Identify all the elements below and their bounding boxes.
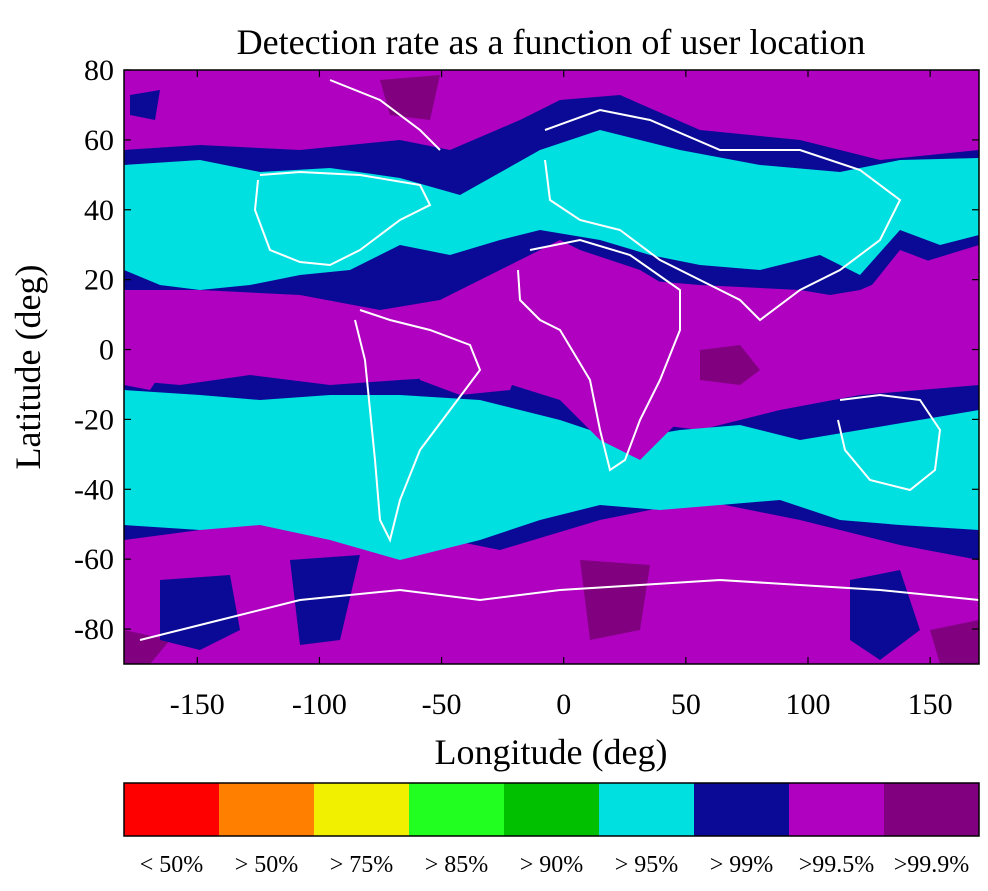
coastlines	[139, 79, 979, 641]
contour-purple-5	[124, 630, 170, 664]
contour-navy-polar-4	[130, 90, 160, 120]
colorbar-label: > 85%	[425, 852, 489, 878]
colorbar-label: > 99%	[710, 852, 774, 878]
y-tick-label: -60	[74, 543, 114, 576]
contour-magenta-pacific-west	[124, 300, 190, 390]
colorbar-swatch	[409, 783, 504, 836]
y-tick-label: -80	[74, 613, 114, 646]
y-tick-label: 40	[84, 194, 114, 227]
contour-magenta-asia	[800, 245, 979, 380]
contour-map	[124, 70, 979, 664]
x-tick-label: 150	[908, 688, 953, 721]
contour-navy-polar-1	[160, 575, 240, 650]
chart-title: Detection rate as a function of user loc…	[237, 22, 866, 62]
y-tick-label: -40	[74, 473, 114, 506]
contour-cyan-south	[124, 390, 979, 560]
colorbar-swatch	[599, 783, 694, 836]
contour-purple-4	[380, 75, 440, 120]
x-tick-label: 100	[786, 688, 831, 721]
x-tick-label: -100	[292, 688, 347, 721]
colorbar-swatch	[789, 783, 884, 836]
contour-magenta-arctic	[124, 70, 979, 140]
contour-purple-2	[580, 560, 650, 640]
colorbar-swatch	[694, 783, 789, 836]
colorbar-label: > 75%	[330, 852, 394, 878]
colorbar-swatch	[314, 783, 409, 836]
y-axis-label: Latitude (deg)	[8, 265, 48, 470]
colorbar-label: >99.5%	[799, 852, 875, 878]
x-axis-ticks: -150 -100 -50 0 50 100 150	[170, 70, 953, 721]
plot-frame	[123, 69, 980, 665]
contour-purple-1	[700, 345, 760, 385]
y-tick-label: 0	[99, 334, 114, 367]
y-axis-ticks: 80 60 40 20 0 -20 -40 -60 -80	[74, 54, 979, 646]
contour-cyan-north	[124, 130, 979, 290]
contour-magenta-africa	[500, 250, 700, 460]
colorbar-swatch	[124, 783, 219, 836]
y-tick-label: -20	[74, 403, 114, 436]
x-tick-label: 0	[556, 688, 571, 721]
colorbar-label: > 50%	[235, 852, 299, 878]
y-tick-label: 20	[84, 264, 114, 297]
x-tick-label: 50	[671, 688, 701, 721]
y-tick-label: 80	[84, 54, 114, 87]
colorbar-swatch	[884, 783, 979, 836]
x-tick-label: -150	[170, 688, 225, 721]
contour-magenta-atlantic	[420, 290, 530, 395]
colorbar-label: > 90%	[520, 852, 584, 878]
colorbar-swatch	[504, 783, 599, 836]
colorbar-frame	[123, 782, 980, 837]
colorbar-label: >99.9%	[894, 852, 970, 878]
x-tick-label: -50	[422, 688, 462, 721]
x-axis-label: Longitude (deg)	[435, 732, 668, 772]
colorbar-label: > 95%	[615, 852, 679, 878]
y-tick-label: 60	[84, 124, 114, 157]
colorbar-swatch	[219, 783, 314, 836]
colorbar: < 50% > 50% > 75% > 85% > 90% > 95% > 99% >99.5…	[123, 782, 980, 878]
contour-navy-polar-2	[290, 555, 360, 645]
contour-purple-3	[930, 620, 979, 664]
colorbar-label: < 50%	[140, 852, 204, 878]
